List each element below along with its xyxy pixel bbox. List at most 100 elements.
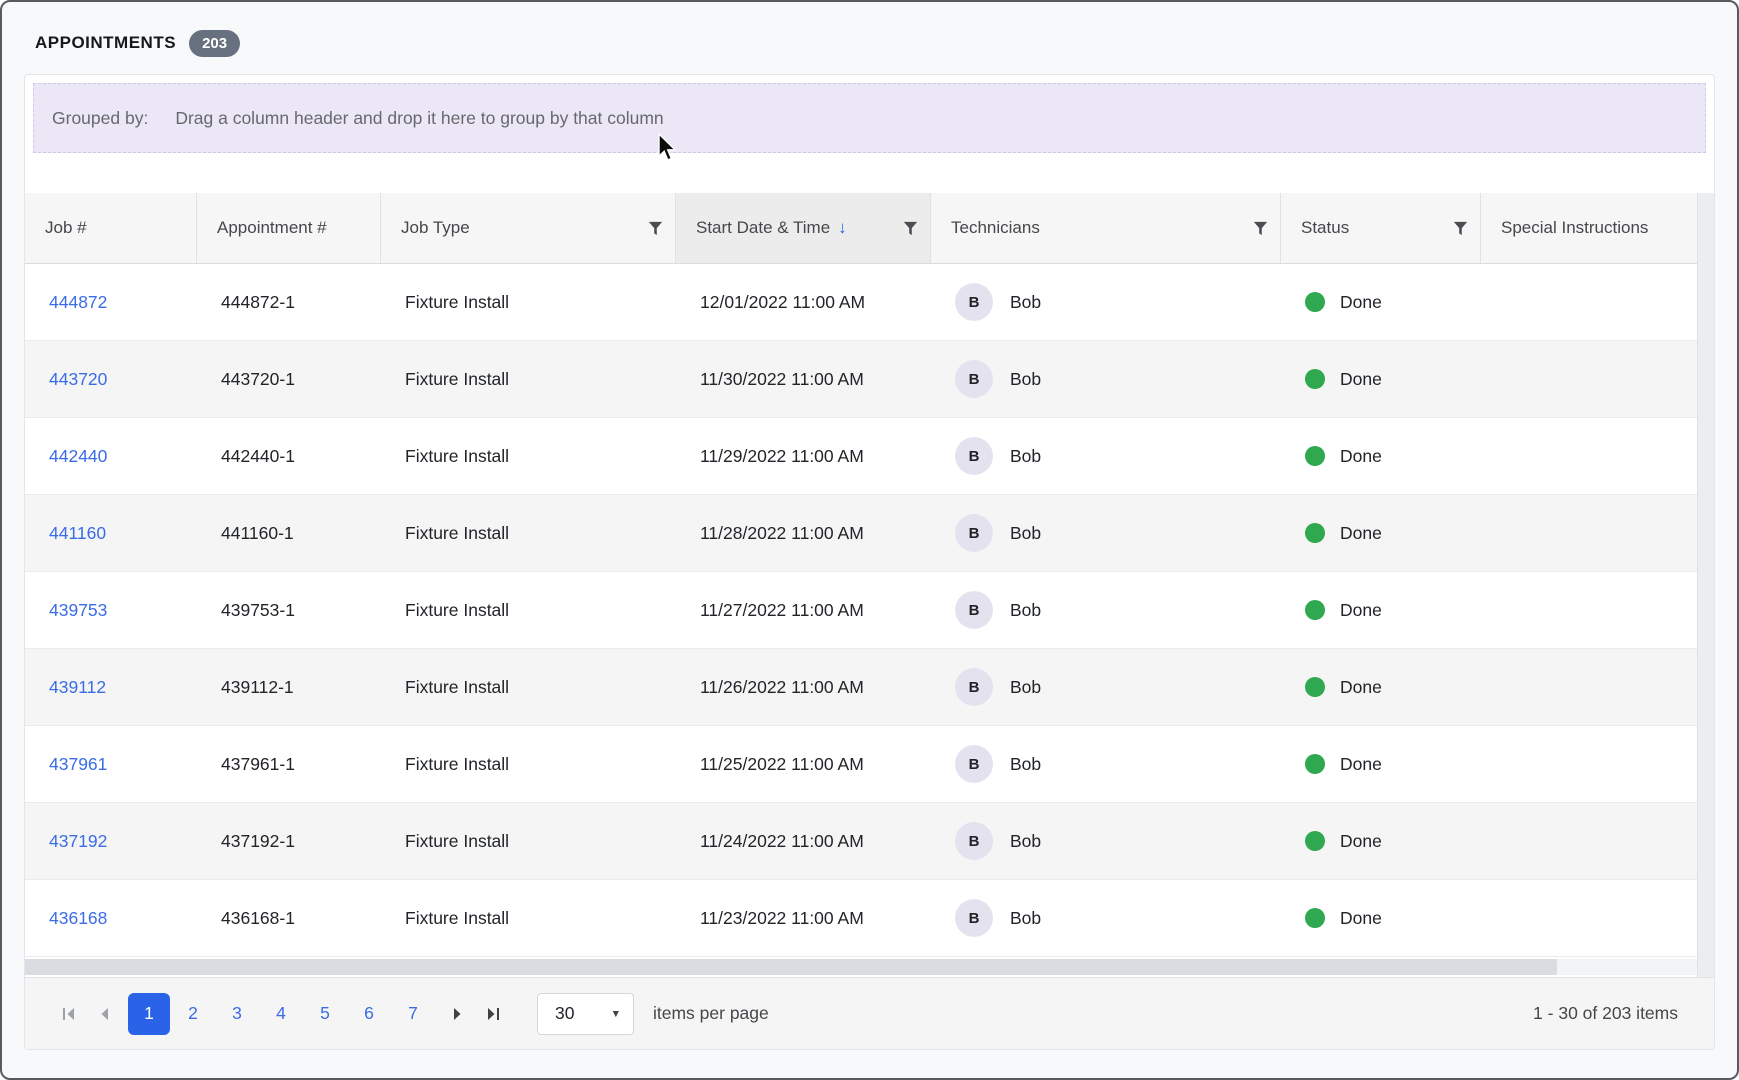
cell-job-type: Fixture Install <box>381 495 676 571</box>
column-header-label: Job # <box>45 218 87 237</box>
group-by-dropzone[interactable]: Grouped by: Drag a column header and dro… <box>33 83 1706 153</box>
technician-avatar: B <box>955 437 993 475</box>
cell-special-instructions <box>1481 880 1697 956</box>
status-done-dot-icon <box>1305 600 1325 620</box>
cell-job-type: Fixture Install <box>381 572 676 648</box>
page-number-button[interactable]: 4 <box>276 1003 286 1023</box>
vertical-scrollbar[interactable] <box>1697 193 1714 1019</box>
job-number-link[interactable]: 444872 <box>49 291 108 312</box>
cell-job-number: 442440 <box>25 418 197 494</box>
cell-job-type: Fixture Install <box>381 803 676 879</box>
table-row[interactable]: 439753 439753-1 Fixture Install 11/27/20… <box>25 572 1697 649</box>
cell-job-number: 444872 <box>25 264 197 340</box>
cell-special-instructions <box>1481 418 1697 494</box>
cell-start-datetime: 11/30/2022 11:00 AM <box>676 341 931 417</box>
appointment-number: 437192-1 <box>221 830 295 851</box>
job-number-link[interactable]: 441160 <box>49 522 107 543</box>
column-header[interactable]: Start Date & Time ↓ <box>676 193 931 263</box>
job-type: Fixture Install <box>405 907 510 928</box>
job-number-link[interactable]: 442440 <box>49 445 108 466</box>
job-number-link[interactable]: 443720 <box>49 368 108 389</box>
horizontal-scrollbar-track[interactable] <box>25 959 1697 975</box>
cell-technicians: B Bob <box>931 726 1281 802</box>
appointment-number: 439753-1 <box>221 599 295 620</box>
page-size-select[interactable]: 30 ▼ <box>537 992 634 1035</box>
last-page-button[interactable] <box>475 993 511 1035</box>
job-type: Fixture Install <box>405 368 510 389</box>
items-per-page-label: items per page <box>653 1003 769 1023</box>
table-row[interactable]: 439112 439112-1 Fixture Install 11/26/20… <box>25 649 1697 726</box>
cell-special-instructions <box>1481 726 1697 802</box>
cell-appointment-number: 437192-1 <box>197 803 381 879</box>
table-row[interactable]: 443720 443720-1 Fixture Install 11/30/20… <box>25 341 1697 418</box>
status-label: Done <box>1340 445 1382 466</box>
previous-page-button[interactable] <box>87 993 123 1035</box>
filter-funnel-icon[interactable] <box>1253 221 1268 236</box>
technician-avatar: B <box>955 591 993 629</box>
column-header-label: Status <box>1301 218 1350 237</box>
filter-funnel-icon[interactable] <box>648 221 663 236</box>
filter-funnel-icon[interactable] <box>903 221 918 236</box>
table-row[interactable]: 441160 441160-1 Fixture Install 11/28/20… <box>25 495 1697 572</box>
first-page-button[interactable] <box>51 993 87 1035</box>
status-done-dot-icon <box>1305 369 1325 389</box>
column-header[interactable]: Technicians <box>931 193 1281 263</box>
horizontal-scrollbar-thumb[interactable] <box>25 959 1557 975</box>
column-header[interactable]: Job # <box>25 193 197 263</box>
table-row[interactable]: 437192 437192-1 Fixture Install 11/24/20… <box>25 803 1697 880</box>
appointment-number: 441160-1 <box>221 522 294 543</box>
job-type: Fixture Install <box>405 753 510 774</box>
cell-appointment-number: 439753-1 <box>197 572 381 648</box>
job-number-link[interactable]: 439112 <box>49 676 107 697</box>
page-number-button[interactable]: 3 <box>232 1003 242 1023</box>
page-number-button[interactable]: 1 <box>128 992 170 1035</box>
table-row[interactable]: 442440 442440-1 Fixture Install 11/29/20… <box>25 418 1697 495</box>
job-number-link[interactable]: 437192 <box>49 830 108 851</box>
cell-appointment-number: 442440-1 <box>197 418 381 494</box>
filter-funnel-icon[interactable] <box>1453 221 1468 236</box>
column-header-label: Appointment # <box>217 218 327 237</box>
column-header[interactable]: Job Type <box>381 193 676 263</box>
job-number-link[interactable]: 439753 <box>49 599 108 620</box>
start-datetime: 11/27/2022 11:00 AM <box>700 599 864 620</box>
job-number-link[interactable]: 437961 <box>49 753 108 774</box>
cell-technicians: B Bob <box>931 418 1281 494</box>
technician-name: Bob <box>1010 753 1042 774</box>
table-row[interactable]: 436168 436168-1 Fixture Install 11/23/20… <box>25 880 1697 957</box>
page-number-button[interactable]: 7 <box>408 1003 418 1023</box>
cell-start-datetime: 11/26/2022 11:00 AM <box>676 649 931 725</box>
cell-job-type: Fixture Install <box>381 880 676 956</box>
start-datetime: 11/25/2022 11:00 AM <box>700 753 864 774</box>
column-header[interactable]: Special Instructions <box>1481 193 1697 263</box>
table-row[interactable]: 444872 444872-1 Fixture Install 12/01/20… <box>25 264 1697 341</box>
job-type: Fixture Install <box>405 599 510 620</box>
technician-name: Bob <box>1010 291 1042 312</box>
sort-descending-arrow-icon: ↓ <box>838 218 847 237</box>
column-header[interactable]: Appointment # <box>197 193 381 263</box>
next-page-button[interactable] <box>439 993 475 1035</box>
job-type: Fixture Install <box>405 676 510 697</box>
technician-name: Bob <box>1010 676 1042 697</box>
cell-special-instructions <box>1481 572 1697 648</box>
job-number-link[interactable]: 436168 <box>49 907 108 928</box>
page-number-button[interactable]: 5 <box>320 1003 330 1023</box>
group-by-hint: Drag a column header and drop it here to… <box>175 107 664 128</box>
mouse-cursor <box>656 132 680 168</box>
start-datetime: 11/30/2022 11:00 AM <box>700 368 864 389</box>
page-number-button[interactable]: 6 <box>364 1003 374 1023</box>
grid-header-row: Job # Appointment # Job Type Start Date … <box>25 193 1697 264</box>
appointment-number: 443720-1 <box>221 368 295 389</box>
status-label: Done <box>1340 599 1382 620</box>
page-number-button[interactable]: 2 <box>188 1003 198 1023</box>
cell-job-number: 441160 <box>25 495 197 571</box>
cell-status: Done <box>1281 495 1481 571</box>
start-datetime: 11/24/2022 11:00 AM <box>700 830 864 851</box>
cell-status: Done <box>1281 341 1481 417</box>
status-label: Done <box>1340 676 1382 697</box>
cell-status: Done <box>1281 726 1481 802</box>
start-datetime: 11/26/2022 11:00 AM <box>700 676 864 697</box>
table-row[interactable]: 437961 437961-1 Fixture Install 11/25/20… <box>25 726 1697 803</box>
column-header[interactable]: Status <box>1281 193 1481 263</box>
cell-status: Done <box>1281 649 1481 725</box>
